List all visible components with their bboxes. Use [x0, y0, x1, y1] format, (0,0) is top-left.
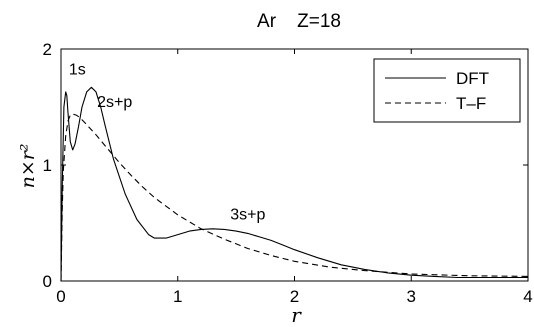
annotation-label: 2s+p — [97, 94, 132, 111]
series-line-tf — [60, 113, 529, 282]
annotation-layer: 1s 2s+p 3s+p — [69, 62, 266, 224]
annotation-label: 1s — [69, 62, 86, 79]
chart-title: Ar Z=18 — [257, 11, 341, 32]
y-tick-label: 2 — [43, 40, 52, 59]
legend-label-dft: DFT — [456, 69, 489, 88]
x-tick-label: 2 — [290, 287, 299, 306]
legend: DFT T–F — [373, 58, 521, 123]
x-axis-label: r — [291, 303, 302, 327]
y-axis-label: n×r² — [17, 144, 39, 189]
annotation-label: 3s+p — [230, 207, 265, 224]
legend-label-tf: T–F — [456, 94, 486, 113]
x-tick-label: 3 — [407, 287, 416, 306]
series-layer — [60, 86, 529, 282]
plot-area: 0 1 2 3 4 0 1 2 1s 2s+p 3s+p — [43, 40, 533, 306]
x-tick-label: 4 — [523, 287, 532, 306]
legend-box — [373, 58, 521, 123]
series-line-dft — [60, 86, 528, 282]
y-tick-label: 0 — [43, 272, 52, 291]
x-tick-label: 1 — [173, 287, 182, 306]
x-tick-label: 0 — [56, 287, 65, 306]
axis-ticks: 0 1 2 3 4 0 1 2 — [43, 40, 533, 306]
y-tick-label: 1 — [43, 156, 52, 175]
